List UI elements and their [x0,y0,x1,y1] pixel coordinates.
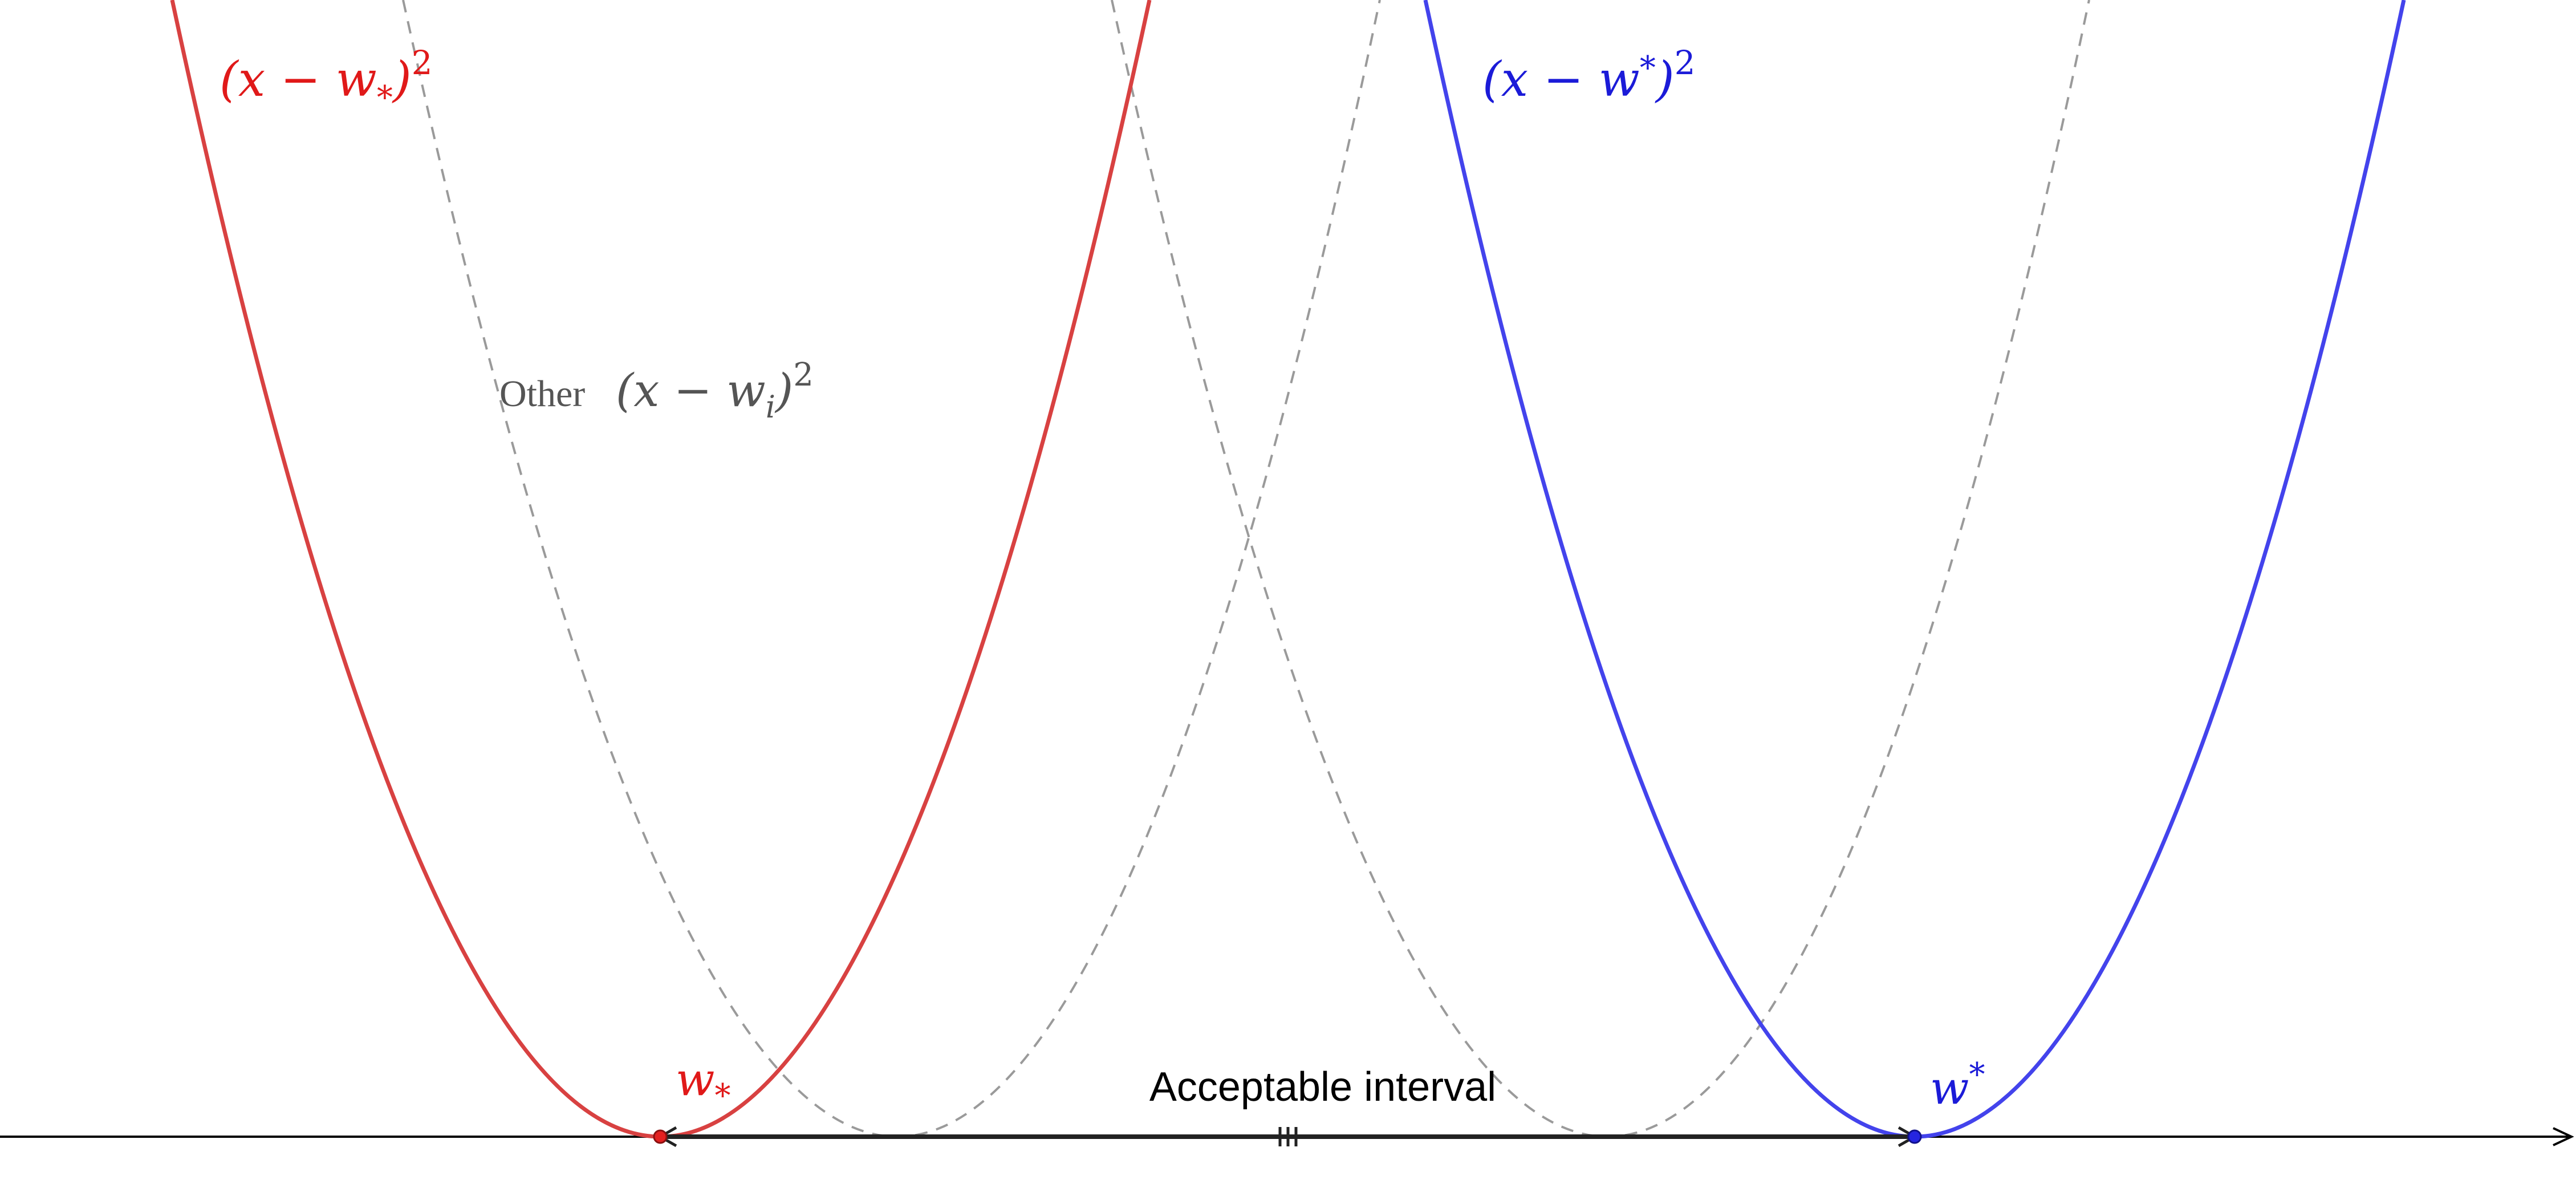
w-lower-label: w* [676,1053,730,1114]
other-prefix-text: Other [499,373,585,415]
red-curve-label: (x − w*)2 [220,43,433,116]
gray-parabola-2 [1111,0,2090,1138]
acceptable-interval-label: Acceptable interval [1149,1064,1496,1110]
w-upper-point [1907,1129,1922,1144]
blue-curve-label: (x − w*)2 [1482,43,1696,107]
other-curve-formula: (x − wi)2 [616,356,814,425]
other-curve-label: Other (x − wi)2 [499,356,814,425]
w-upper-label: w* [1930,1056,1985,1114]
equal-length-tick-marks [1278,1127,1298,1146]
w-lower-point [653,1129,668,1144]
x-axis-arrow-icon [2553,1127,2574,1146]
red-parabola [170,0,1152,1139]
blue-parabola [1423,0,2406,1139]
gray-parabola-1 [402,0,1381,1138]
acceptable-interval-segment [657,1126,1918,1148]
